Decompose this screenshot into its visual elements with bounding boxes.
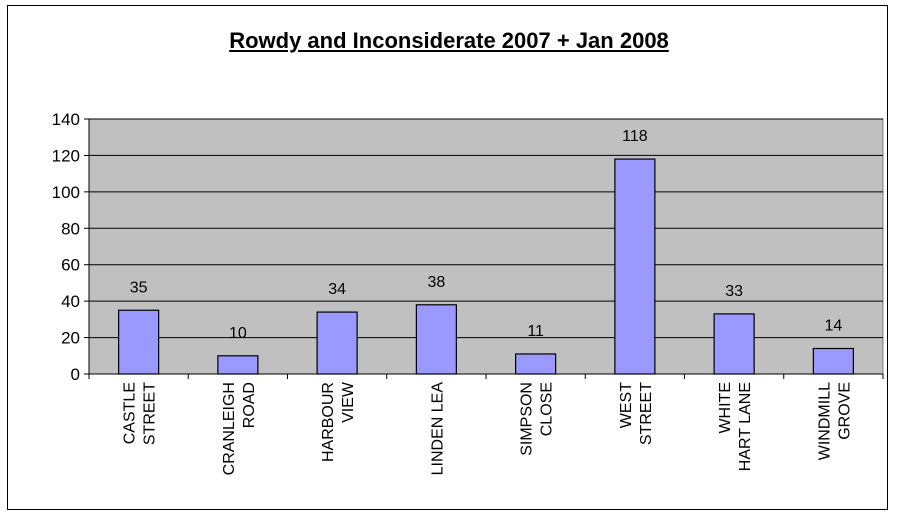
x-tick-label-line: VIEW [340,381,357,423]
x-tick-label-line: WEST [618,382,635,428]
x-tick-label-line: STREET [142,382,159,445]
gridlines [89,118,883,339]
chart-title: Rowdy and Inconsiderate 2007 + Jan 2008 [229,28,669,53]
y-tick-label: 80 [61,219,80,238]
x-tick-label: WINDMILL GROVE [816,382,853,460]
bar [217,355,259,375]
x-tick-label-line: WHITE [717,382,734,434]
x-tick-label-line: LINDEN LEA [429,382,446,476]
y-tick-label: 60 [61,256,80,275]
bar [118,309,160,375]
x-tick-label-line: WINDMILL [816,382,833,460]
data-labels: 35 10 34 38 11 118 33 14 [130,128,843,342]
data-label: 33 [725,283,743,300]
x-tick-label: HARBOUR VIEW [320,381,357,462]
x-tick-label-line: HARBOUR [320,382,337,462]
x-tick-label: LINDEN LEA [429,382,446,476]
x-tick-label-line: CLOSE [539,382,556,436]
bar [415,304,457,375]
y-tick-label: 20 [61,329,80,348]
data-label: 14 [824,318,842,335]
plot-area [88,118,884,375]
data-label: 35 [130,279,148,296]
y-axis: 0 20 40 60 80 100 120 140 [52,110,90,384]
x-tick-label-line: GROVE [836,382,853,440]
y-tick-label: 0 [71,365,80,384]
x-tick-label-line: CASTLE [122,382,139,444]
y-tick-label: 100 [52,183,80,202]
bar [316,311,358,375]
bar [515,353,557,375]
data-label: 118 [622,128,648,145]
x-tick-label: CASTLE STREET [122,382,159,445]
bar [812,347,854,375]
bars [118,158,854,375]
y-tick-label: 140 [52,110,80,129]
x-tick-label-line: STREET [638,382,655,445]
y-tick-label: 120 [52,146,80,165]
data-label: 10 [229,325,247,342]
x-tick-label: WHITE HART LANE [717,382,754,471]
data-label: 34 [328,281,346,298]
x-tick-label: WEST STREET [618,382,655,445]
y-tick-label: 40 [61,292,80,311]
x-tick-label-line: HART LANE [737,382,754,471]
data-label: 38 [427,274,445,291]
x-tick-label-line: ROAD [241,382,258,428]
x-tick-label: CRANLEIGH ROAD [221,382,258,475]
data-label: 11 [527,323,544,340]
bar [614,158,656,375]
bar [713,313,755,375]
x-tick-label: SIMPSON CLOSE [519,382,556,456]
x-tick-label-line: SIMPSON [519,382,536,456]
x-axis: CASTLE STREET CRANLEIGH ROAD HARBOUR VIEW LIND… [88,373,884,476]
x-tick-label-line: CRANLEIGH [221,382,238,475]
